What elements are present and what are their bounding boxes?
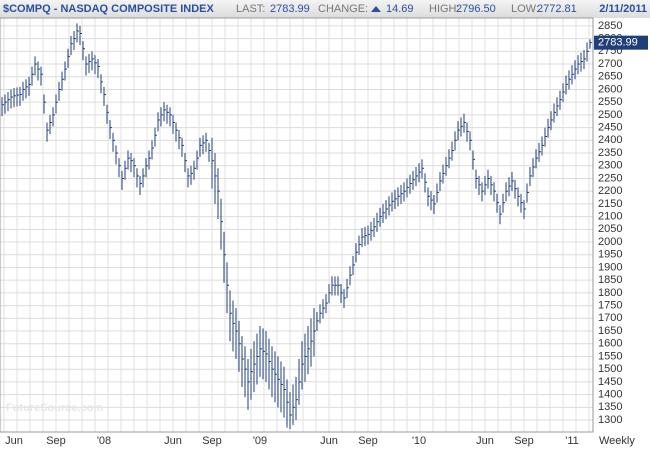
watermark: FutureSource.com [6, 402, 103, 414]
y-tick-label: 1650 [598, 325, 622, 337]
chart-title: $COMPQ - NASDAQ COMPOSITE INDEX [3, 3, 215, 15]
y-tick-label: 2200 [598, 185, 622, 197]
y-tick-label: 1850 [598, 274, 622, 286]
up-arrow [371, 6, 381, 12]
y-tick-label: 1450 [598, 376, 622, 388]
y-tick-label: 2550 [598, 96, 622, 108]
y-tick-label: 1800 [598, 287, 622, 299]
y-tick-label: 2400 [598, 134, 622, 146]
plot [1, 23, 592, 429]
y-tick-label: 1900 [598, 261, 622, 273]
y-tick-label: 1350 [598, 401, 622, 413]
change-label: CHANGE: [318, 3, 368, 15]
y-tick-label: 2500 [598, 109, 622, 121]
x-tick-label: Jun [320, 435, 338, 447]
y-tick-label: 2000 [598, 236, 622, 248]
y-tick-label: 1550 [598, 350, 622, 362]
y-tick-label: 1500 [598, 363, 622, 375]
high-value: 2796.50 [456, 3, 496, 15]
y-tick-label: 2350 [598, 147, 622, 159]
x-tick-label: Jun [5, 435, 23, 447]
x-tick-label: Jun [164, 435, 182, 447]
plot-frame [0, 17, 594, 433]
y-tick-label: 2050 [598, 223, 622, 235]
y-tick-label: 1700 [598, 312, 622, 324]
x-tick-label: '10 [412, 435, 426, 447]
low-label: LOW: [511, 3, 539, 15]
y-tick-label: 2600 [598, 83, 622, 95]
last-value: 2783.99 [270, 3, 310, 15]
x-tick-label: Sep [358, 435, 378, 447]
y-tick-label: 2150 [598, 198, 622, 210]
y-tick-label: 2700 [598, 58, 622, 70]
low-value: 2772.81 [537, 3, 577, 15]
x-tick-label: Sep [46, 435, 66, 447]
high-label: HIGH: [429, 3, 460, 15]
y-tick-label: 1750 [598, 300, 622, 312]
grid [0, 18, 593, 432]
interval-label: Weekly [599, 435, 635, 447]
header-bar [0, 0, 650, 18]
date: 2/11/2011 [599, 3, 647, 15]
last-price-label: 2783.99 [598, 37, 638, 49]
x-tick-label: '08 [97, 435, 111, 447]
y-tick-label: 2450 [598, 122, 622, 134]
x-tick-label: Sep [202, 435, 222, 447]
y-tick-label: 1300 [598, 414, 622, 426]
y-tick-label: 2650 [598, 71, 622, 83]
y-tick-label: 2850 [598, 20, 622, 32]
y-tick-label: 1400 [598, 389, 622, 401]
y-tick-label: 1950 [598, 249, 622, 261]
x-tick-label: Jun [476, 435, 494, 447]
x-tick-label: '11 [565, 435, 579, 447]
y-tick-label: 2250 [598, 172, 622, 184]
y-tick-label: 2100 [598, 211, 622, 223]
x-tick-label: Sep [514, 435, 534, 447]
change-value: 14.69 [386, 3, 414, 15]
y-tick-label: 1600 [598, 338, 622, 350]
last-label: LAST: [236, 3, 265, 15]
last-price-box [594, 35, 648, 50]
y-tick-label: 2300 [598, 160, 622, 172]
x-tick-label: '09 [253, 435, 267, 447]
